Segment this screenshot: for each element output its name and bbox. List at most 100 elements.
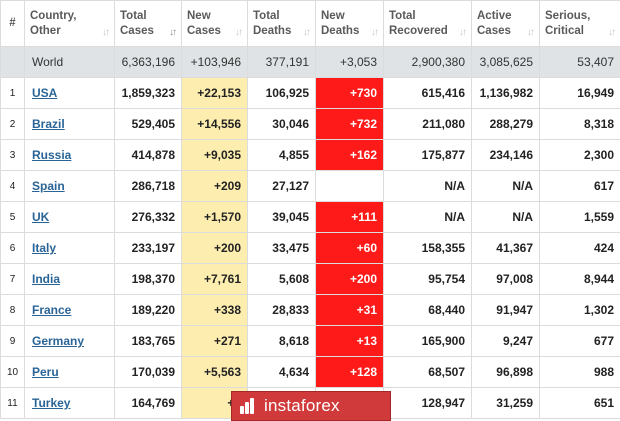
country-link[interactable]: India [32, 272, 61, 286]
header-active-cases-label: Active Cases [477, 9, 512, 37]
sort-arrows-icon[interactable]: ↓↑ [235, 27, 243, 38]
sort-arrows-icon[interactable]: ↓↑ [608, 27, 616, 38]
active-cases-cell: 288,279 [471, 108, 540, 140]
table-row: 8 France 189,220 +338 28,833 +31 68,440 91,947 1… [0, 294, 620, 326]
total-cases-cell: 529,405 [114, 108, 182, 140]
world-active-cases: 3,085,625 [471, 46, 540, 78]
total-recovered-cell: 95,754 [383, 263, 472, 295]
total-cases-cell: 170,039 [114, 356, 182, 388]
active-cases-cell: 91,947 [471, 294, 540, 326]
total-deaths-cell: 5,608 [247, 263, 316, 295]
new-deaths-cell: +60 [315, 232, 384, 264]
total-cases-cell: 198,370 [114, 263, 182, 295]
total-recovered-cell: 68,507 [383, 356, 472, 388]
serious-cell: 651 [539, 387, 620, 419]
table-row: 10 Peru 170,039 +5,563 4,634 +128 68,507 96,898… [0, 356, 620, 388]
sort-arrows-icon[interactable]: ↓↑ [527, 27, 535, 38]
watermark-brand-text: instaforex [264, 396, 340, 415]
serious-cell: 677 [539, 325, 620, 357]
header-serious-label: Serious, Critical [545, 9, 591, 37]
serious-cell: 16,949 [539, 77, 620, 109]
header-new-cases[interactable]: New Cases ↓↑ [181, 0, 248, 47]
total-deaths-cell: 4,855 [247, 139, 316, 171]
header-country-label: Country, Other [30, 9, 77, 37]
table-row: 9 Germany 183,765 +271 8,618 +13 165,900 9,247 6… [0, 325, 620, 357]
header-new-deaths[interactable]: New Deaths ↓↑ [315, 0, 384, 47]
country-link[interactable]: Turkey [32, 396, 71, 410]
country-cell[interactable]: Turkey [24, 387, 115, 419]
country-link[interactable]: USA [32, 86, 58, 100]
new-cases-cell: +5,563 [181, 356, 248, 388]
country-cell[interactable]: Italy [24, 232, 115, 264]
country-link[interactable]: Brazil [32, 117, 65, 131]
country-link[interactable]: Germany [32, 334, 85, 348]
total-deaths-cell: 27,127 [247, 170, 316, 202]
country-cell[interactable]: France [24, 294, 115, 326]
header-total-deaths[interactable]: Total Deaths ↓↑ [247, 0, 316, 47]
country-cell[interactable]: Germany [24, 325, 115, 357]
table-row: 3 Russia 414,878 +9,035 4,855 +162 175,877 234,… [0, 139, 620, 171]
sort-arrows-icon[interactable]: ↓↑ [371, 27, 379, 38]
new-deaths-cell [315, 170, 384, 202]
active-cases-cell: N/A [471, 170, 540, 202]
table-row: 6 Italy 233,197 +200 33,475 +60 158,355 41,367 4… [0, 232, 620, 264]
table-row: 5 UK 276,332 +1,570 39,045 +111 N/A N/A 1,559 [0, 201, 620, 233]
active-cases-cell: 97,008 [471, 263, 540, 295]
serious-cell: 8,944 [539, 263, 620, 295]
header-index: # [0, 0, 25, 47]
header-total-recovered-label: Total Recovered [389, 9, 448, 37]
active-cases-cell: 96,898 [471, 356, 540, 388]
new-deaths-cell: +730 [315, 77, 384, 109]
header-country[interactable]: Country, Other ↓↑ [24, 0, 115, 47]
total-deaths-cell: 106,925 [247, 77, 316, 109]
new-cases-cell: +271 [181, 325, 248, 357]
world-new-deaths: +3,053 [315, 46, 384, 78]
header-total-recovered[interactable]: Total Recovered ↓↑ [383, 0, 472, 47]
sort-arrows-icon[interactable]: ↓↑ [459, 27, 467, 38]
total-recovered-cell: N/A [383, 170, 472, 202]
total-cases-cell: 286,718 [114, 170, 182, 202]
country-cell[interactable]: USA [24, 77, 115, 109]
world-serious: 53,407 [539, 46, 620, 78]
country-cell[interactable]: Brazil [24, 108, 115, 140]
world-country-cell: World [24, 46, 115, 78]
total-recovered-cell: 175,877 [383, 139, 472, 171]
total-recovered-cell: 68,440 [383, 294, 472, 326]
total-deaths-cell: 8,618 [247, 325, 316, 357]
header-total-cases[interactable]: Total Cases ↓↑ [114, 0, 182, 47]
sort-arrows-icon[interactable]: ↓↑ [102, 27, 110, 38]
country-cell[interactable]: UK [24, 201, 115, 233]
world-new-cases: +103,946 [181, 46, 248, 78]
country-link[interactable]: Italy [32, 241, 57, 255]
row-index: 8 [0, 294, 25, 326]
country-cell[interactable]: Peru [24, 356, 115, 388]
total-recovered-cell: 165,900 [383, 325, 472, 357]
new-deaths-cell: +31 [315, 294, 384, 326]
header-total-cases-label: Total Cases [120, 9, 154, 37]
total-cases-cell: 183,765 [114, 325, 182, 357]
table-row: 1 USA 1,859,323 +22,153 106,925 +730 615,416 1,… [0, 77, 620, 109]
active-cases-cell: 41,367 [471, 232, 540, 264]
country-link[interactable]: Russia [32, 148, 72, 162]
new-cases-cell: +338 [181, 294, 248, 326]
header-active-cases[interactable]: Active Cases ↓↑ [471, 0, 540, 47]
country-link[interactable]: Peru [32, 365, 59, 379]
country-cell[interactable]: India [24, 263, 115, 295]
sort-arrows-icon[interactable]: ↓↑ [169, 27, 177, 38]
total-cases-cell: 276,332 [114, 201, 182, 233]
country-cell[interactable]: Spain [24, 170, 115, 202]
world-total-recovered: 2,900,380 [383, 46, 472, 78]
serious-cell: 988 [539, 356, 620, 388]
row-index: 4 [0, 170, 25, 202]
header-serious-critical[interactable]: Serious, Critical ↓↑ [539, 0, 620, 47]
header-new-cases-label: New Cases [187, 9, 221, 37]
country-cell[interactable]: Russia [24, 139, 115, 171]
country-link[interactable]: Spain [32, 179, 65, 193]
country-link[interactable]: UK [32, 210, 50, 224]
sort-arrows-icon[interactable]: ↓↑ [303, 27, 311, 38]
new-cases-cell: +22,153 [181, 77, 248, 109]
new-deaths-cell: +200 [315, 263, 384, 295]
country-link[interactable]: France [32, 303, 72, 317]
serious-cell: 424 [539, 232, 620, 264]
